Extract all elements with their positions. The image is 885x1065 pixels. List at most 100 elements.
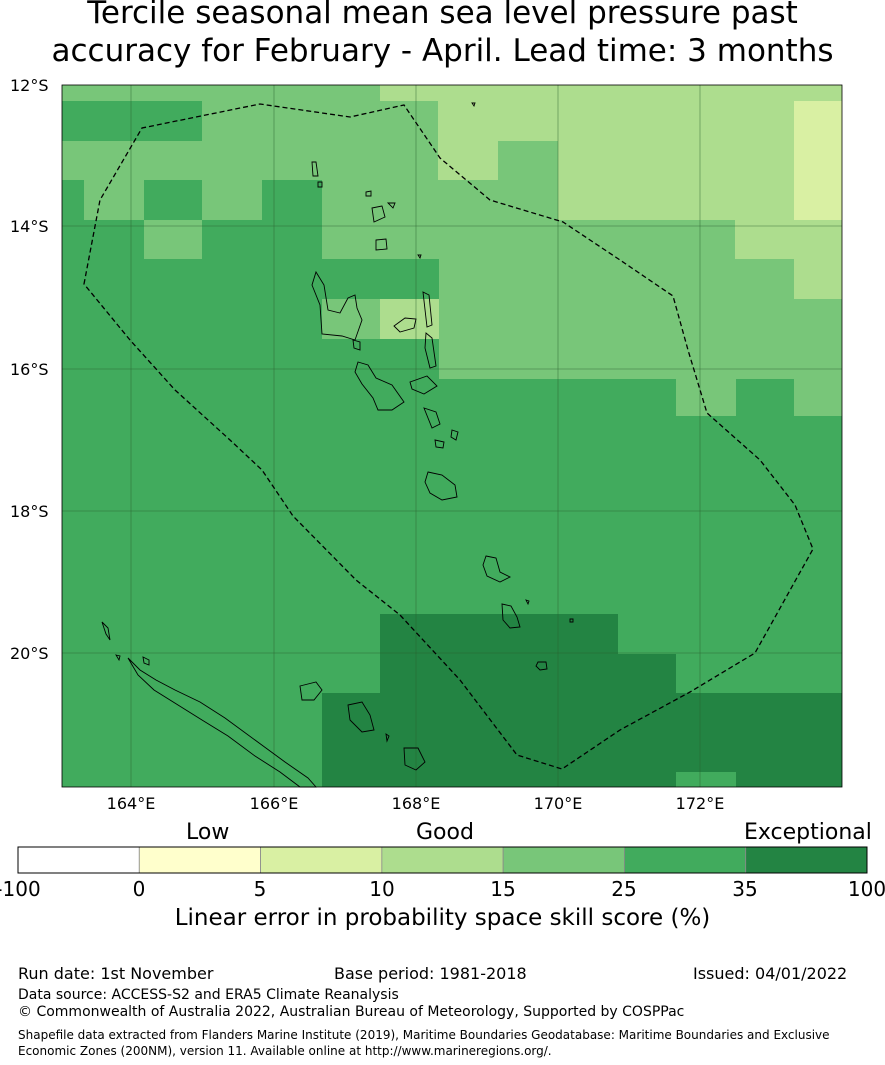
colorbar-frame — [17, 846, 868, 874]
lon-label-170e: 170°E — [533, 794, 583, 813]
skill-cell-c4 — [794, 378, 842, 416]
skill-cell-c5 — [62, 339, 439, 379]
malekula-island — [354, 361, 405, 411]
tanna-island — [501, 603, 521, 629]
skill-cell-c4 — [498, 141, 558, 181]
skill-cell-c5 — [62, 299, 322, 339]
lon-label-168e: 168°E — [391, 794, 441, 813]
skill-cell-c6 — [380, 614, 618, 654]
copyright: © Commonwealth of Australia 2022, Austra… — [18, 1004, 685, 1020]
skill-cell-c4 — [322, 299, 380, 339]
skill-cell-c4 — [322, 220, 735, 260]
colorbar-box-3 — [381, 846, 504, 874]
skill-cell-c5 — [144, 180, 202, 220]
data-source: Data source: ACCESS-S2 and ERA5 Climate … — [18, 987, 399, 1003]
shapefile-credit: Shapefile data extracted from Flanders M… — [18, 1027, 830, 1059]
skill-cell-c5 — [202, 220, 322, 260]
lat-label-12s: 12°S — [10, 76, 49, 95]
loyalty-islets — [115, 102, 574, 743]
skill-cell-c2 — [794, 141, 842, 181]
lon-label-164e: 164°E — [106, 794, 156, 813]
skill-cell-c5 — [62, 180, 84, 220]
base-period: Base period: 1981-2018 — [334, 964, 527, 983]
skill-cell-c5 — [62, 259, 322, 299]
skill-map — [61, 84, 843, 788]
eez-boundary — [83, 103, 814, 770]
skill-cell-c3 — [380, 85, 842, 101]
skill-cell-c3 — [558, 141, 794, 181]
lat-label-20s: 20°S — [10, 644, 49, 663]
run-date: Run date: 1st November — [18, 964, 214, 983]
shapefile-credit-line-2: Economic Zones (200NM), version 11. Avai… — [18, 1044, 552, 1058]
skill-cell-c2 — [794, 101, 842, 141]
skill-cell-c4 — [62, 141, 438, 181]
skill-cell-c3 — [438, 141, 498, 181]
efate-island — [424, 471, 458, 501]
skill-cell-c6 — [322, 693, 842, 787]
skill-cell-c4 — [380, 101, 438, 141]
colorbar-category-exceptional: Exceptional — [744, 820, 872, 845]
skill-cell-c3 — [438, 101, 794, 141]
belep-islands — [101, 621, 111, 641]
lat-label-18s: 18°S — [10, 502, 49, 521]
skill-cell-c3 — [735, 220, 842, 260]
erromango-island — [482, 555, 512, 583]
skill-cell-c4 — [439, 339, 842, 379]
title-line-1: Tercile seasonal mean sea level pressure… — [87, 0, 798, 31]
colorbar-box-4 — [502, 846, 625, 874]
shapefile-credit-line-1: Shapefile data extracted from Flanders M… — [18, 1028, 830, 1042]
title-line-2: accuracy for February - April. Lead time… — [51, 33, 834, 69]
skill-cell-c4 — [202, 101, 380, 141]
colorbar-tick-5: 5 — [253, 877, 267, 901]
colorbar-box-6 — [745, 846, 868, 874]
pentecost-island — [424, 332, 437, 369]
map-title: Tercile seasonal mean sea level pressure… — [0, 0, 885, 70]
colorbar-tick-0: 0 — [132, 877, 146, 901]
colorbar-tick-25: 25 — [611, 877, 637, 901]
lat-label-16s: 16°S — [10, 360, 49, 379]
maewo-island — [422, 291, 433, 328]
skill-cell-c4 — [322, 180, 558, 220]
colorbar-category-good: Good — [416, 820, 474, 845]
issued-date: Issued: 04/01/2022 — [693, 964, 848, 983]
colorbar-tick-15: 15 — [490, 877, 516, 901]
skill-cell-c4 — [202, 180, 262, 220]
skill-cell-c3 — [558, 180, 794, 220]
colorbar-category-low: Low — [186, 820, 230, 845]
skill-cell-c5 — [322, 259, 439, 299]
skill-cell-c6 — [380, 654, 676, 694]
skill-cell-c4 — [439, 299, 842, 339]
skill-cell-c5 — [676, 772, 736, 787]
torres-islands — [311, 161, 323, 188]
shepherd-islands — [434, 429, 459, 449]
colorbar-tick-neg100: -100 — [0, 877, 41, 901]
colorbar-box-5 — [624, 846, 747, 874]
skill-cell-c4 — [62, 85, 380, 101]
espiritu-santo-island — [311, 270, 363, 341]
lat-label-14s: 14°S — [10, 217, 49, 236]
banks-islands — [365, 190, 396, 251]
colorbar-box-2 — [260, 846, 383, 874]
colorbar-tick-100: 100 — [847, 877, 885, 901]
epi-island — [423, 407, 441, 429]
colorbar-box-0 — [17, 846, 140, 874]
graticule — [62, 85, 842, 787]
skill-grid — [62, 85, 842, 787]
skill-cell-c4 — [84, 180, 144, 220]
colorbar-tick-10: 10 — [369, 877, 395, 901]
loyalty-islands — [299, 681, 426, 771]
map-frame — [61, 84, 843, 788]
skill-cell-c5 — [62, 220, 144, 260]
ambrym-island — [409, 375, 438, 395]
colorbar-box-1 — [138, 846, 261, 874]
lon-label-172e: 172°E — [675, 794, 725, 813]
skill-cell-c5 — [62, 101, 202, 141]
lon-label-166e: 166°E — [249, 794, 299, 813]
skill-cell-c4 — [144, 220, 202, 260]
colorbar-tick-35: 35 — [732, 877, 758, 901]
colorbar-boxes — [17, 846, 868, 874]
skill-cell-c3 — [380, 299, 439, 339]
skill-cell-c3 — [794, 259, 842, 299]
skill-cell-c5 — [262, 180, 322, 220]
colorbar-label: Linear error in probability space skill … — [174, 905, 711, 931]
